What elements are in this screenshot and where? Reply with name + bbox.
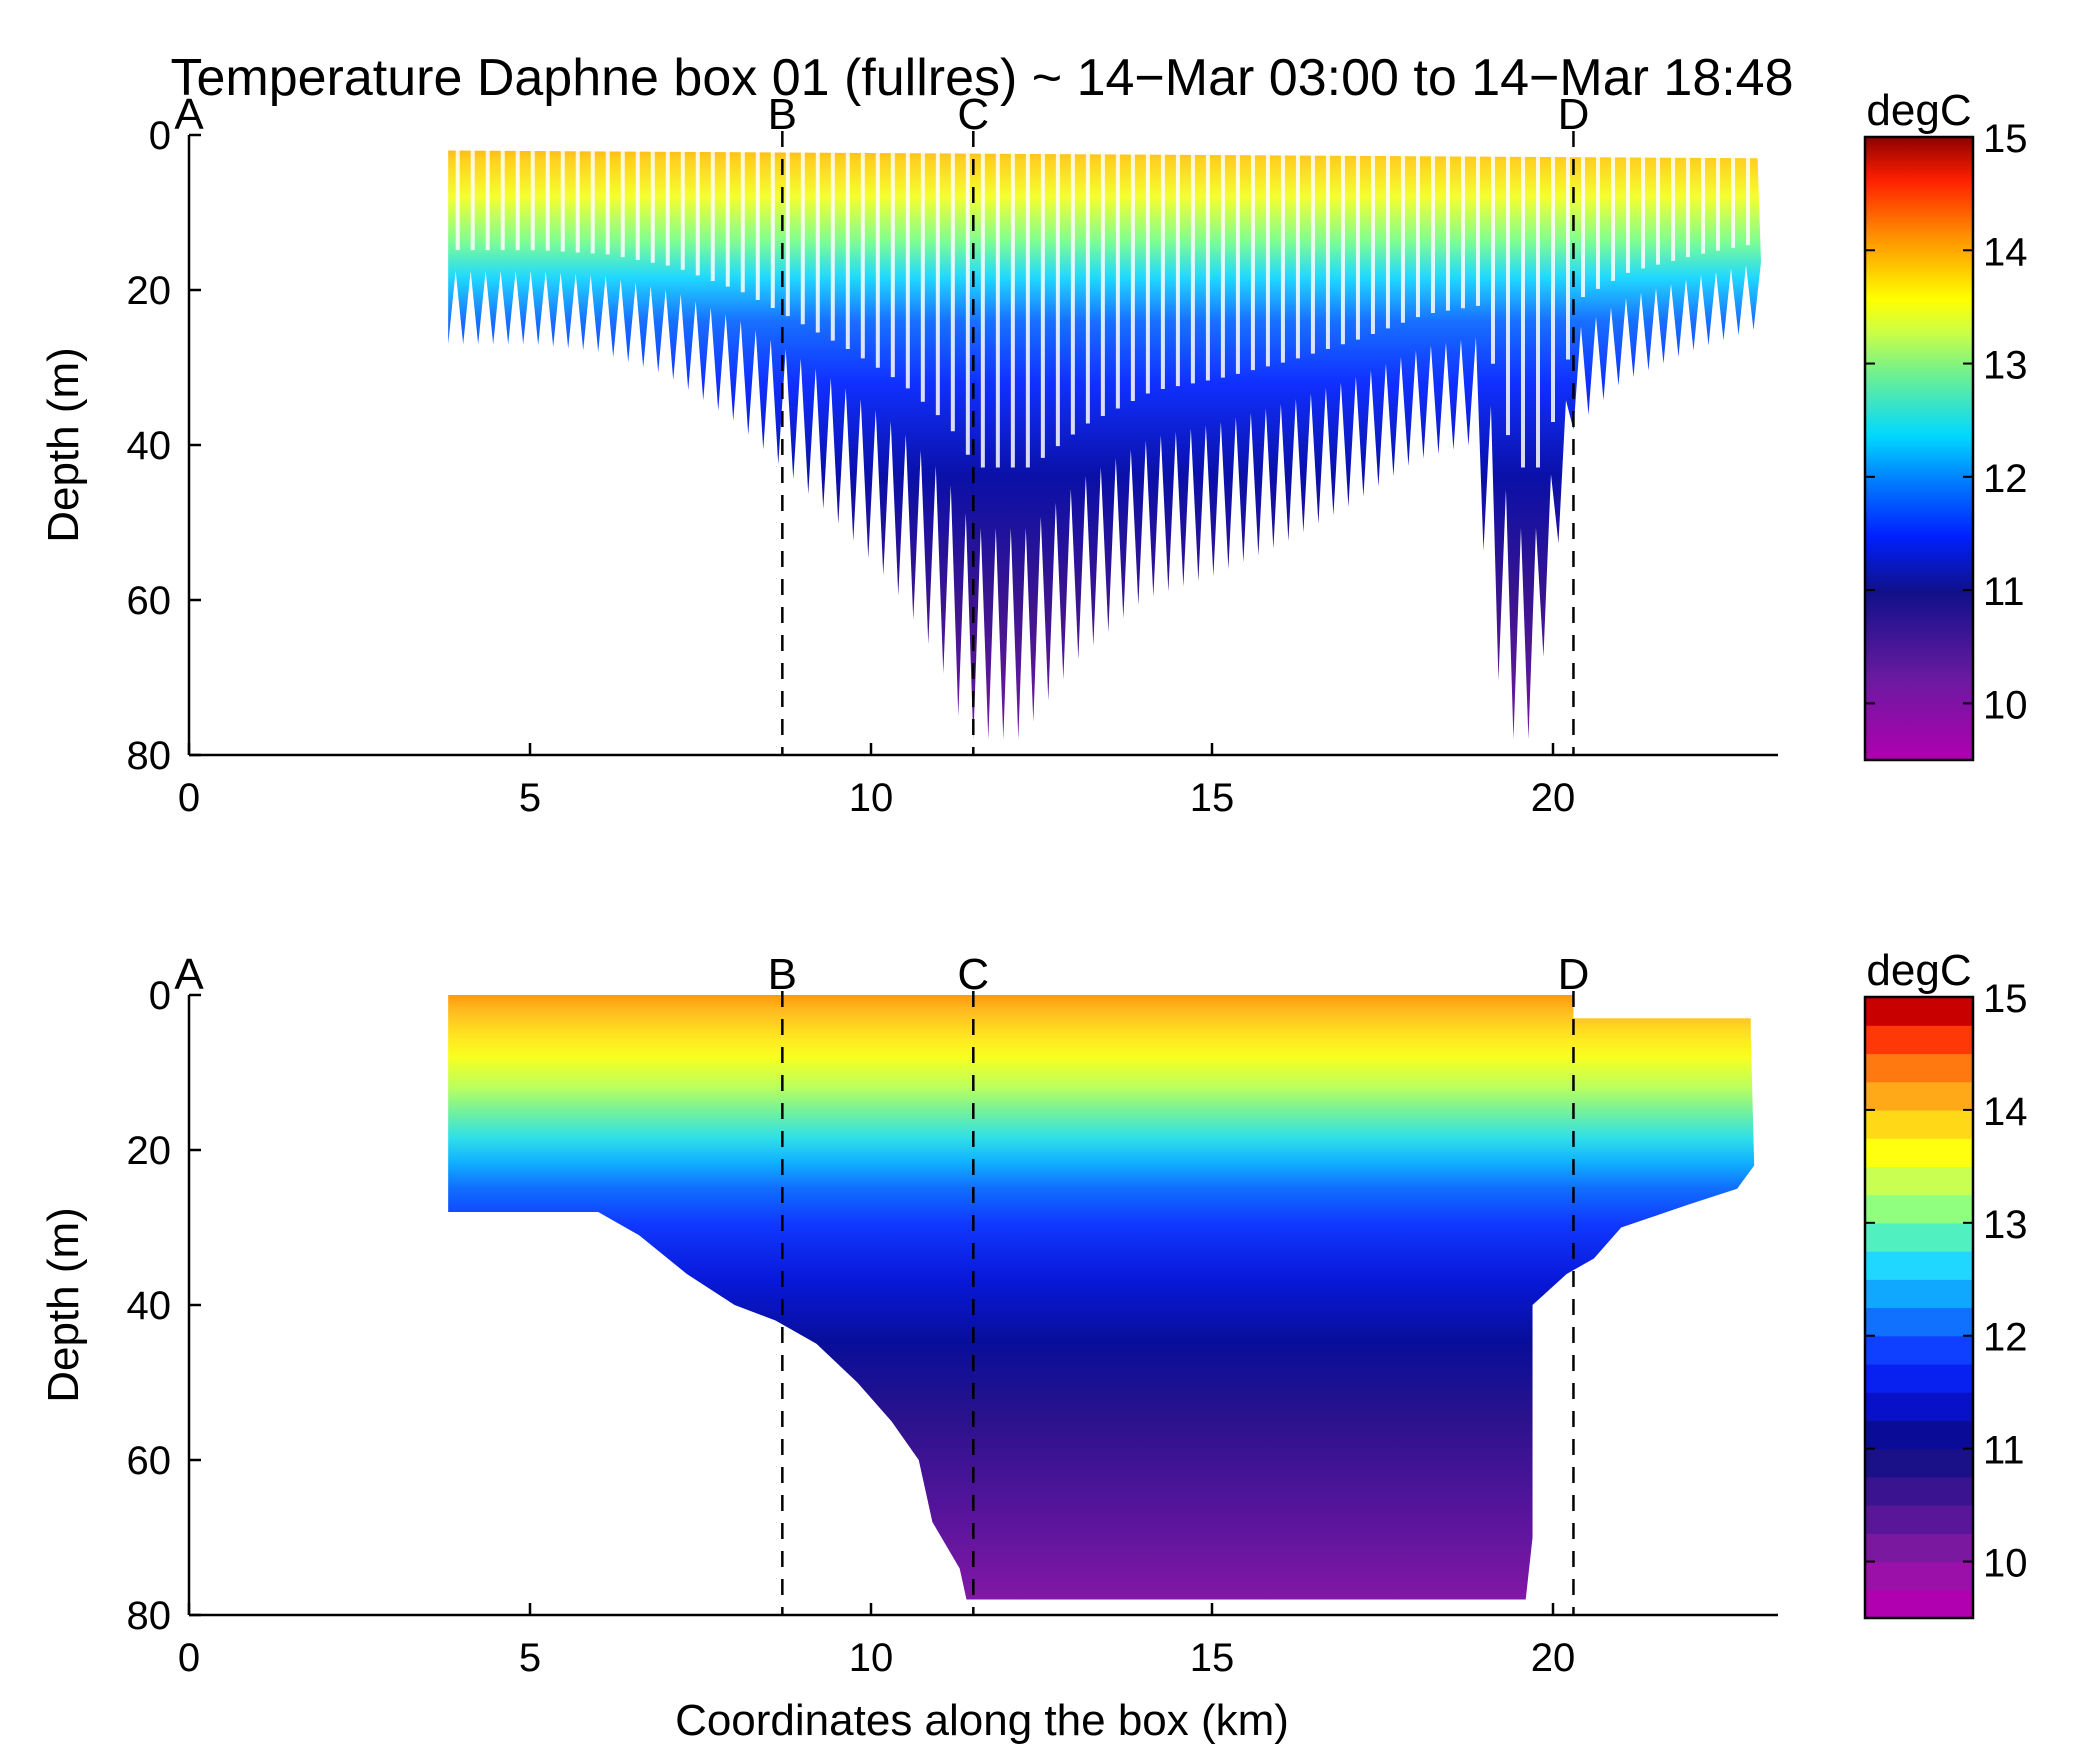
top-x-tick-label: 10: [849, 776, 894, 820]
top-colorbar: 10 11 12 13 14 15 degC: [1863, 86, 2028, 762]
top-section-mark-label: A: [174, 90, 204, 139]
bottom-colorbar-band: [1865, 1307, 1973, 1337]
bottom-colorbar-band: [1865, 1363, 1973, 1393]
bottom-colorbar-band: [1865, 997, 1973, 1026]
bottom-y-tick-label: 80: [127, 1594, 172, 1638]
bottom-y-tick-label: 20: [127, 1129, 172, 1173]
top-y-tick-label: 80: [127, 734, 172, 778]
top-y-tick-label: 20: [127, 269, 172, 313]
top-colorbar-tick-label: 12: [1983, 457, 2028, 501]
top-colorbar-gradient: [1865, 137, 1973, 760]
bottom-y-tick-label: 40: [127, 1284, 172, 1328]
top-section-marks: A B C D: [174, 90, 1589, 755]
bottom-colorbar-band: [1865, 1533, 1973, 1563]
bottom-section-mark-label: A: [174, 950, 204, 999]
bottom-data-fill: [448, 995, 1755, 1600]
top-x-tick-label: 20: [1531, 776, 1576, 820]
chart-title: Temperature Daphne box 01 (fullres) ~ 14…: [170, 49, 1793, 107]
bottom-colorbar-band: [1865, 1335, 1973, 1365]
bottom-colorbar-band: [1865, 1166, 1973, 1196]
top-section-mark-label: D: [1558, 90, 1590, 139]
bottom-x-tick-label: 20: [1531, 1636, 1576, 1680]
bottom-colorbar-band: [1865, 1561, 1973, 1591]
bottom-y-tick-label: 60: [127, 1439, 172, 1483]
bottom-colorbar-band: [1865, 1138, 1973, 1167]
bottom-colorbar: 10 11 12 13 14 15 degC: [1863, 946, 2028, 1620]
bottom-colorbar-tick-label: 12: [1983, 1316, 2028, 1360]
bottom-x-tick-label: 15: [1190, 1636, 1235, 1680]
bottom-x-tick-label: 0: [178, 1636, 200, 1680]
bottom-colorbar-band: [1865, 1420, 1973, 1450]
bottom-colorbar-band: [1865, 1025, 1973, 1055]
top-section-mark-label: C: [957, 90, 989, 139]
top-section-mark-label: B: [768, 90, 797, 139]
bottom-colorbar-tick-label: 11: [1983, 1429, 2025, 1473]
bottom-data-layer: [448, 995, 1755, 1600]
bottom-colorbar-tick-label: 14: [1983, 1090, 2028, 1134]
bottom-colorbar-band: [1865, 1222, 1973, 1252]
bottom-colorbar-tick-label: 15: [1983, 977, 2028, 1021]
bottom-colorbar-band: [1865, 1589, 1973, 1619]
bottom-section-mark-label: C: [957, 950, 989, 999]
bottom-colorbar-band: [1865, 1109, 1973, 1139]
bottom-colorbar-band: [1865, 1448, 1973, 1478]
bottom-x-tick-label: 10: [849, 1636, 894, 1680]
top-ylabel: Depth (m): [39, 347, 88, 543]
bottom-ylabel: Depth (m): [39, 1207, 88, 1403]
bottom-section-mark-label: B: [768, 950, 797, 999]
top-x-tick-label: 15: [1190, 776, 1235, 820]
top-x-tick-label: 0: [178, 776, 200, 820]
bottom-colorbar-band: [1865, 1392, 1973, 1422]
bottom-colorbar-band: [1865, 1505, 1973, 1534]
top-y-tick-label: 0: [149, 114, 171, 158]
top-y-tick-label: 60: [127, 579, 172, 623]
bottom-section-mark-label: D: [1558, 950, 1590, 999]
bottom-xlabel: Coordinates along the box (km): [675, 1696, 1289, 1745]
top-colorbar-tick-label: 13: [1983, 344, 2028, 388]
top-colorbar-frame: [1863, 135, 1975, 762]
top-colorbar-tick-label: 14: [1983, 230, 2028, 274]
top-colorbar-unit: degC: [1866, 86, 1971, 135]
top-x-tick-label: 5: [519, 776, 541, 820]
bottom-colorbar-frame: [1863, 995, 1975, 1620]
top-colorbar-tick-label: 10: [1983, 683, 2028, 727]
bottom-colorbar-tick-label: 10: [1983, 1542, 2028, 1586]
bottom-x-tick-label: 5: [519, 1636, 541, 1680]
bottom-colorbar-unit: degC: [1866, 946, 1971, 995]
bottom-colorbar-band: [1865, 1194, 1973, 1224]
bottom-y-tick-label: 0: [149, 974, 171, 1018]
bottom-section-marks: A B C D: [174, 950, 1589, 1615]
bottom-colorbar-band: [1865, 1081, 1973, 1111]
top-y-tick-label: 40: [127, 424, 172, 468]
bottom-colorbar-band: [1865, 1251, 1973, 1280]
bottom-colorbar-band: [1865, 1053, 1973, 1083]
top-colorbar-tick-label: 15: [1983, 117, 2028, 161]
bottom-colorbar-band: [1865, 1279, 1973, 1309]
top-profile-gaps: [455, 150, 1766, 468]
bottom-colorbar-band: [1865, 1476, 1973, 1506]
top-colorbar-tick-label: 11: [1983, 570, 2025, 614]
bottom-colorbar-tick-label: 13: [1983, 1203, 2028, 1247]
